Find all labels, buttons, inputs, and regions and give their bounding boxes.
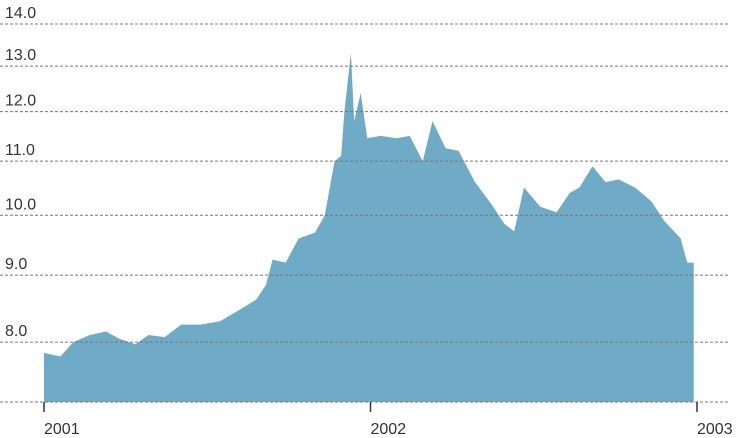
y-tick-label: 10.0: [5, 196, 36, 213]
area: [44, 53, 694, 402]
y-tick-label: 8.0: [5, 323, 27, 340]
y-tick-label: 13.0: [5, 47, 36, 64]
y-tick-label: 12.0: [5, 93, 36, 110]
y-tick-label: 11.0: [5, 142, 35, 159]
x-tick-label: 2001: [44, 421, 80, 438]
y-tick-label: 9.0: [5, 256, 27, 273]
x-tick-label: 2003: [697, 421, 733, 438]
x-tick-label: 2002: [371, 421, 407, 438]
y-tick-label: 14.0: [5, 5, 36, 22]
